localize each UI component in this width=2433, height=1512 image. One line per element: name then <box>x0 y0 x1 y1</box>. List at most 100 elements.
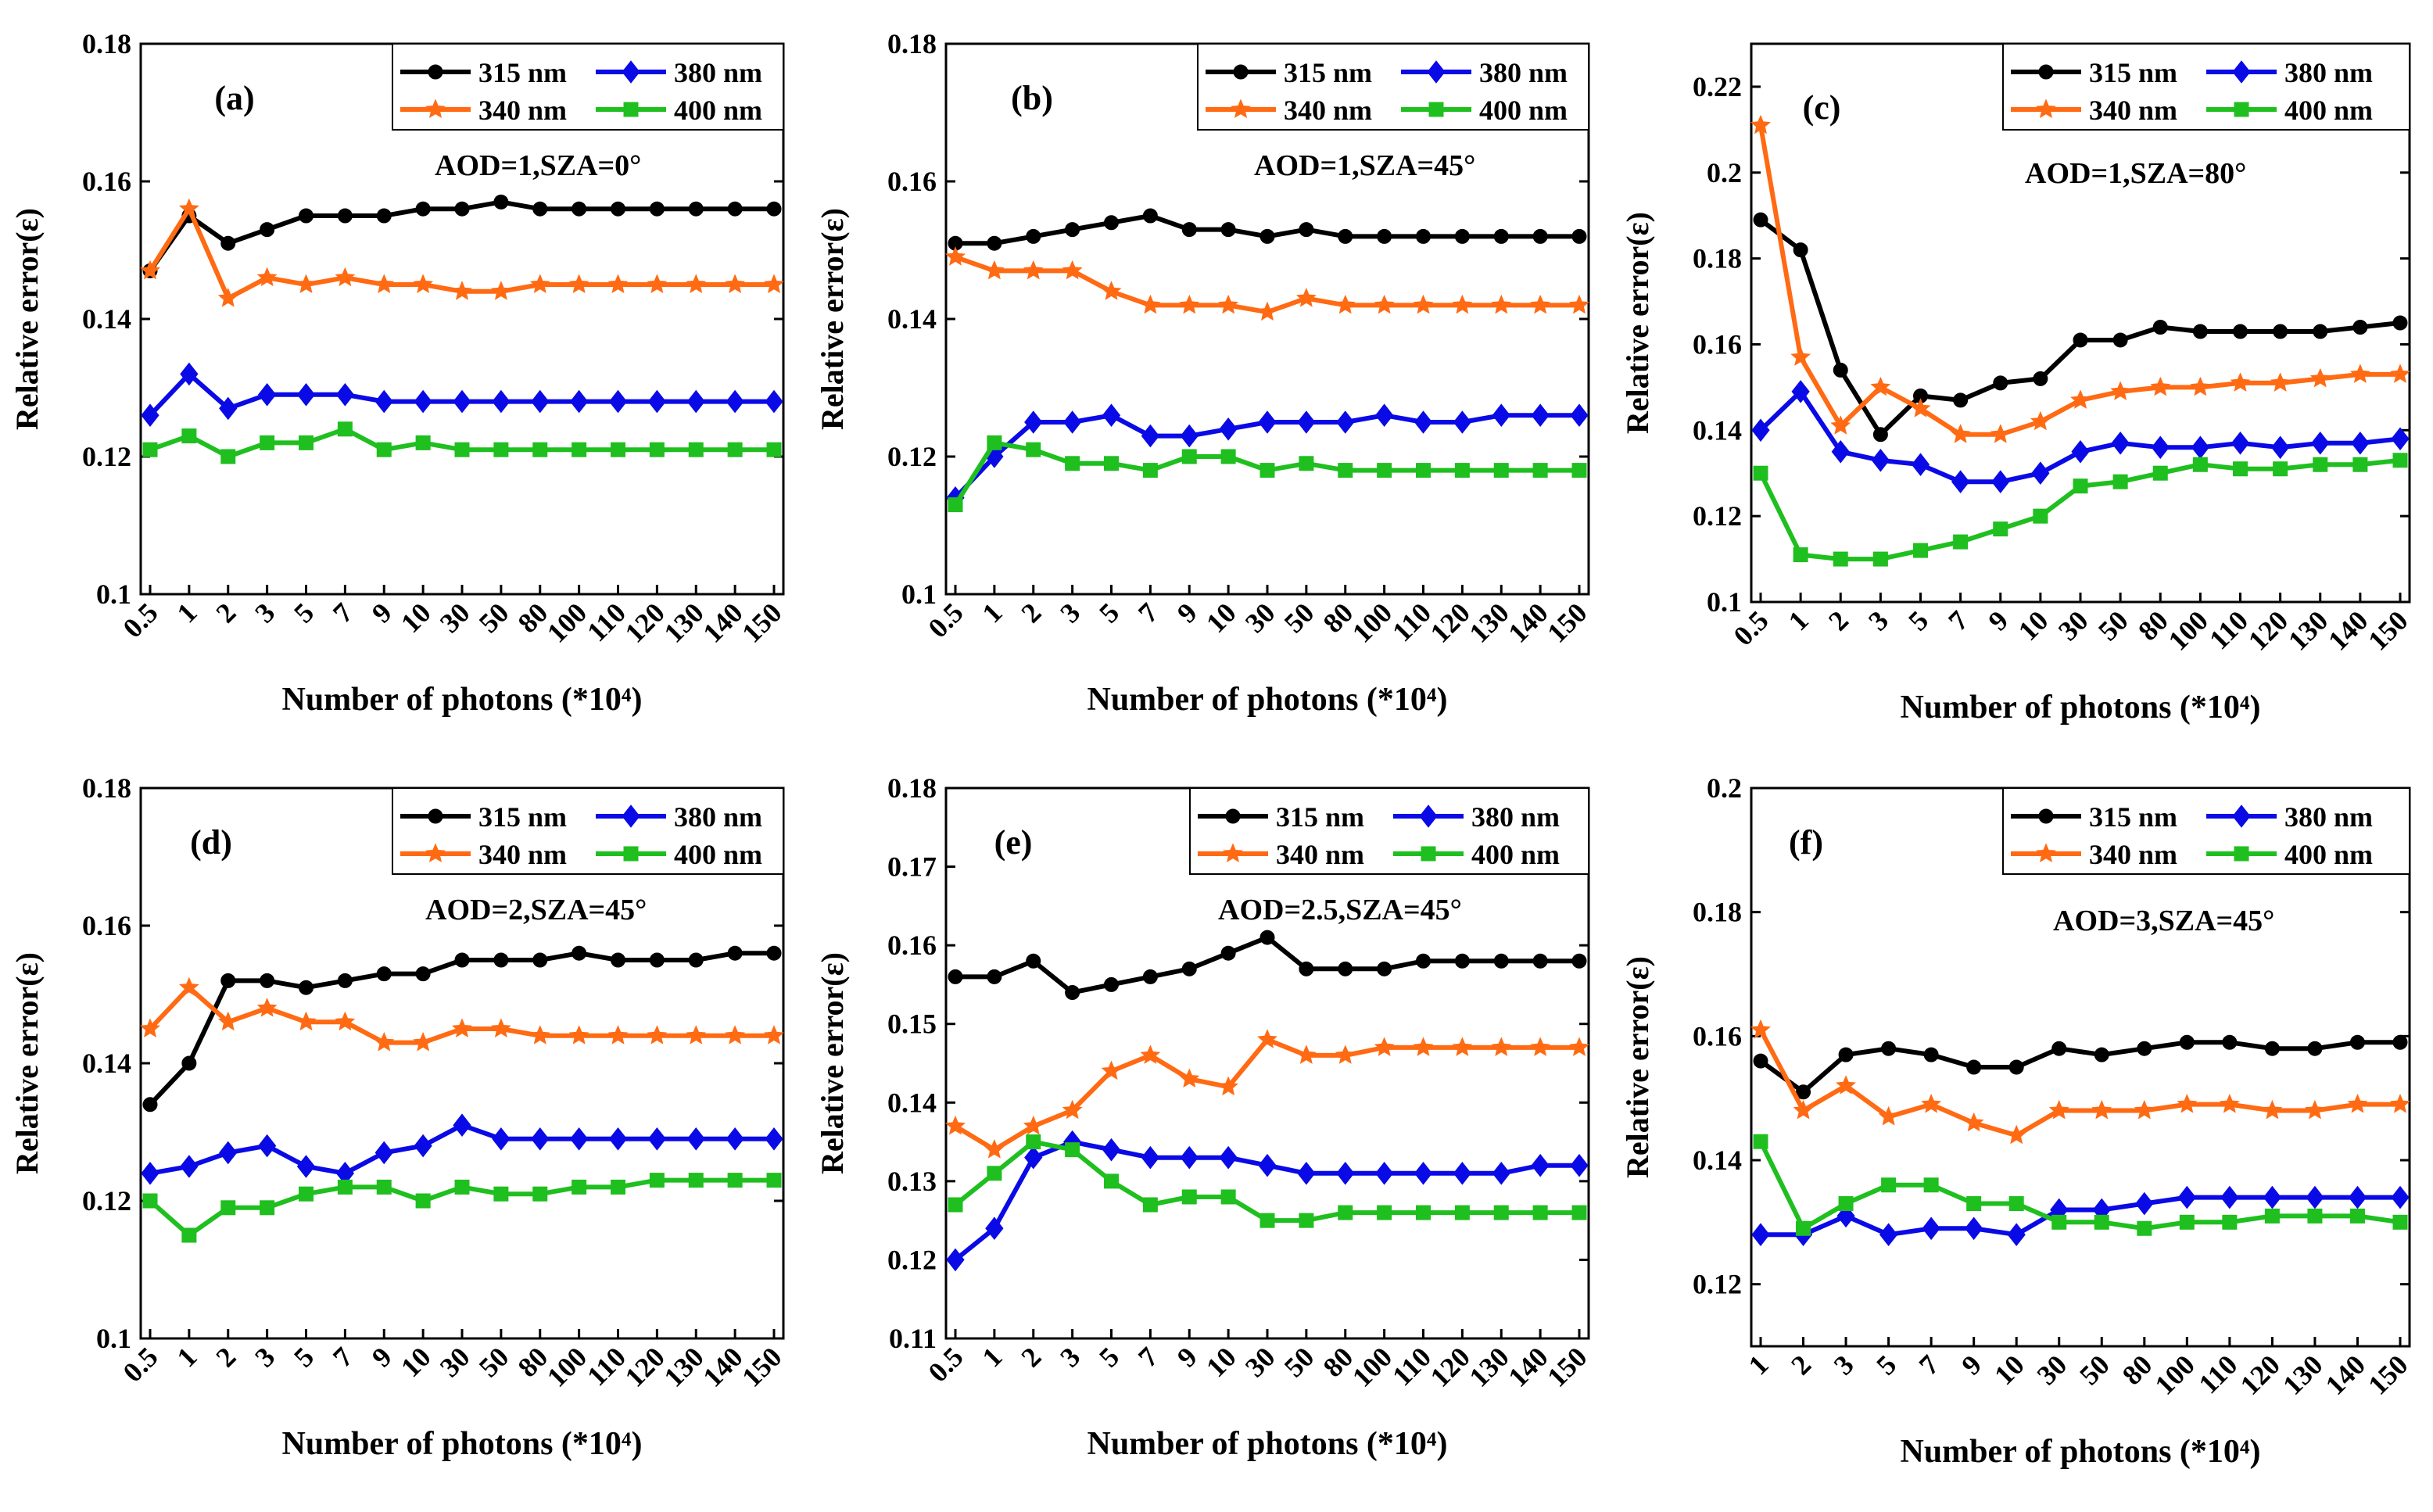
data-point <box>1532 228 1548 244</box>
data-point <box>2392 1034 2408 1050</box>
x-tick-label: 9 <box>1955 1349 1987 1381</box>
data-point <box>2231 431 2250 455</box>
data-point <box>568 274 589 293</box>
data-point <box>1453 410 1472 434</box>
data-point <box>1223 843 1243 862</box>
y-tick-label: 0.12 <box>1693 500 1742 532</box>
data-point <box>766 201 782 217</box>
data-point <box>1881 1041 1897 1056</box>
data-point <box>220 235 236 251</box>
data-point <box>1871 448 1890 472</box>
data-point <box>181 1055 197 1071</box>
x-tick-label: 1 <box>976 597 1009 629</box>
x-tick-label: 10 <box>395 597 437 639</box>
data-point <box>1993 521 2008 537</box>
data-point <box>727 945 743 961</box>
data-point <box>2264 1041 2280 1056</box>
data-point <box>1530 294 1551 314</box>
data-point <box>180 1155 199 1178</box>
legend-item: 380 nm <box>1393 801 1560 833</box>
legend-box <box>392 43 784 131</box>
data-point <box>1492 403 1510 428</box>
data-point <box>2030 410 2051 431</box>
legend-item: 340 nm <box>2011 95 2177 126</box>
data-point <box>688 952 704 968</box>
data-point <box>374 274 395 293</box>
legend-box <box>2002 787 2410 875</box>
data-point <box>2038 808 2054 824</box>
data-point <box>414 1134 432 1158</box>
legend-label: 400 nm <box>2284 839 2373 870</box>
data-point <box>2071 439 2090 464</box>
data-point <box>1413 1037 1434 1056</box>
x-tick-label: 10 <box>1988 1349 2030 1391</box>
data-point <box>142 1097 158 1113</box>
x-tick-label: 50 <box>2092 604 2134 647</box>
y-tick-label: 0.1 <box>1707 586 1742 618</box>
data-point <box>1421 846 1436 862</box>
legend-label: 380 nm <box>2284 801 2373 833</box>
x-tick-label: 3 <box>1862 604 1894 636</box>
data-point <box>1299 222 1314 238</box>
data-point <box>1911 453 1930 477</box>
data-point <box>1796 1084 1811 1100</box>
data-point <box>2048 1099 2069 1120</box>
legend-label: 315 nm <box>478 57 567 88</box>
data-point <box>1338 463 1353 478</box>
legend-label: 340 nm <box>478 839 567 870</box>
legend-label: 400 nm <box>1479 95 1568 126</box>
data-point <box>2391 427 2410 451</box>
data-point <box>1750 114 1771 134</box>
data-point <box>1024 1145 1043 1170</box>
data-point <box>2309 367 2331 388</box>
y-tick-label: 0.1 <box>96 1323 131 1354</box>
data-point <box>1258 1153 1277 1177</box>
data-point <box>299 208 314 224</box>
x-tick-label: 7 <box>1942 604 1974 636</box>
y-tick-label: 0.13 <box>887 1166 937 1197</box>
x-tick-label: 30 <box>2052 604 2094 647</box>
legend-item: 400 nm <box>2206 95 2373 126</box>
data-point <box>1570 1153 1589 1177</box>
data-point <box>1338 228 1353 244</box>
legend: 315 nm 380 nm 340 nm 400 nm <box>2002 787 2410 875</box>
data-point <box>1881 1177 1897 1193</box>
data-point <box>1180 424 1199 448</box>
data-point <box>1569 1037 1589 1056</box>
y-tick-label: 0.17 <box>887 851 937 883</box>
data-point <box>2177 1185 2196 1209</box>
data-point <box>181 428 197 444</box>
x-tick-label: 50 <box>473 1341 515 1383</box>
data-point <box>984 260 1005 280</box>
data-point <box>1872 427 1888 442</box>
y-tick-label: 0.2 <box>1707 772 1742 804</box>
x-tick-label: 150 <box>1541 1341 1593 1392</box>
data-point <box>1377 961 1392 976</box>
condition-annotation: AOD=1,SZA=45° <box>1254 149 1475 182</box>
data-point <box>1374 403 1394 428</box>
data-point <box>1965 1216 1983 1241</box>
x-tick-label: 150 <box>2362 604 2413 656</box>
data-point <box>1913 543 1928 558</box>
data-point <box>452 281 472 300</box>
data-point <box>649 952 665 968</box>
data-point <box>257 1134 277 1158</box>
data-point <box>1836 1075 1856 1095</box>
series-400-nm <box>948 435 1587 513</box>
data-point <box>1870 376 1891 396</box>
series-315-nm <box>1753 212 2408 442</box>
data-point <box>260 435 275 450</box>
data-point <box>1374 294 1395 314</box>
data-point <box>2347 1094 2368 1113</box>
data-point <box>260 1200 275 1216</box>
data-point <box>1493 953 1509 969</box>
data-point <box>1953 534 1969 550</box>
data-point <box>607 274 629 293</box>
legend-item: 315 nm <box>400 801 567 833</box>
data-point <box>1299 456 1314 471</box>
x-tick-label: 5 <box>1093 1341 1125 1373</box>
data-point <box>1297 1161 1316 1185</box>
data-point <box>453 389 471 414</box>
x-tick-label: 3 <box>249 597 281 629</box>
x-tick-label: 9 <box>366 1341 398 1373</box>
